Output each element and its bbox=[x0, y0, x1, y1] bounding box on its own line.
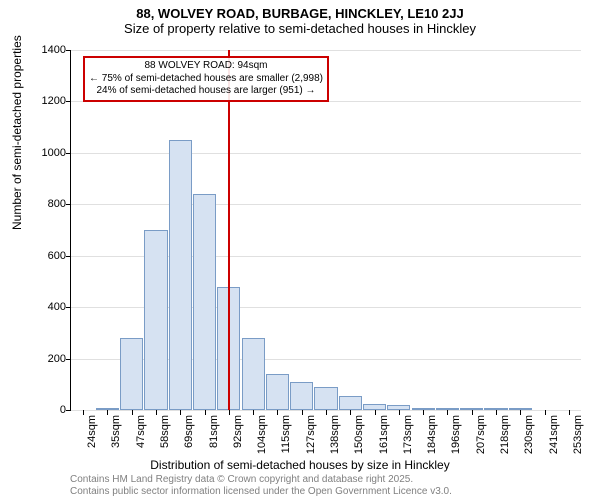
xtick-mark bbox=[399, 410, 400, 415]
chart-subtitle: Size of property relative to semi-detach… bbox=[0, 21, 600, 36]
ytick-label: 1400 bbox=[26, 44, 66, 56]
plot-rect: 020040060080010001200140024sqm35sqm47sqm… bbox=[70, 50, 581, 411]
chart-title: 88, WOLVEY ROAD, BURBAGE, HINCKLEY, LE10… bbox=[0, 0, 600, 21]
histogram-bar bbox=[266, 374, 289, 410]
histogram-bar bbox=[242, 338, 265, 410]
xtick-mark bbox=[253, 410, 254, 415]
xtick-mark bbox=[205, 410, 206, 415]
xtick-mark bbox=[520, 410, 521, 415]
footnote-line-2: Contains public sector information licen… bbox=[70, 486, 452, 498]
ytick-label: 1200 bbox=[26, 95, 66, 107]
annotation-line-2: ← 75% of semi-detached houses are smalle… bbox=[89, 73, 323, 86]
xtick-mark bbox=[302, 410, 303, 415]
xtick-mark bbox=[132, 410, 133, 415]
ytick-mark bbox=[66, 50, 71, 51]
ytick-mark bbox=[66, 153, 71, 154]
ytick-label: 600 bbox=[26, 250, 66, 262]
y-axis-label: Number of semi-detached properties bbox=[10, 35, 24, 230]
plot-area: 020040060080010001200140024sqm35sqm47sqm… bbox=[70, 50, 580, 410]
ytick-mark bbox=[66, 256, 71, 257]
gridline bbox=[71, 153, 581, 154]
xtick-mark bbox=[472, 410, 473, 415]
histogram-bar bbox=[339, 396, 362, 410]
ytick-label: 800 bbox=[26, 198, 66, 210]
footnote: Contains HM Land Registry data © Crown c… bbox=[70, 474, 452, 498]
xtick-mark bbox=[545, 410, 546, 415]
histogram-bar bbox=[290, 382, 313, 410]
ytick-mark bbox=[66, 307, 71, 308]
xtick-mark bbox=[423, 410, 424, 415]
gridline bbox=[71, 204, 581, 205]
ytick-mark bbox=[66, 359, 71, 360]
ytick-label: 0 bbox=[26, 404, 66, 416]
xtick-mark bbox=[326, 410, 327, 415]
xtick-mark bbox=[350, 410, 351, 415]
histogram-bar bbox=[314, 387, 337, 410]
xtick-mark bbox=[83, 410, 84, 415]
gridline bbox=[71, 50, 581, 51]
ytick-label: 1000 bbox=[26, 147, 66, 159]
marker-line bbox=[228, 50, 230, 410]
histogram-bar bbox=[120, 338, 143, 410]
ytick-mark bbox=[66, 410, 71, 411]
ytick-mark bbox=[66, 101, 71, 102]
x-axis-label: Distribution of semi-detached houses by … bbox=[0, 458, 600, 472]
ytick-label: 200 bbox=[26, 353, 66, 365]
annotation-line-3: 24% of semi-detached houses are larger (… bbox=[89, 85, 323, 98]
xtick-mark bbox=[569, 410, 570, 415]
ytick-label: 400 bbox=[26, 301, 66, 313]
histogram-bar bbox=[193, 194, 216, 410]
xtick-mark bbox=[496, 410, 497, 415]
xtick-mark bbox=[180, 410, 181, 415]
annotation-line-1: 88 WOLVEY ROAD: 94sqm bbox=[89, 60, 323, 73]
ytick-mark bbox=[66, 204, 71, 205]
annotation-box: 88 WOLVEY ROAD: 94sqm← 75% of semi-detac… bbox=[83, 56, 329, 102]
xtick-mark bbox=[156, 410, 157, 415]
xtick-mark bbox=[375, 410, 376, 415]
footnote-line-1: Contains HM Land Registry data © Crown c… bbox=[70, 474, 452, 486]
chart-container: 88, WOLVEY ROAD, BURBAGE, HINCKLEY, LE10… bbox=[0, 0, 600, 500]
xtick-mark bbox=[107, 410, 108, 415]
xtick-mark bbox=[229, 410, 230, 415]
xtick-mark bbox=[277, 410, 278, 415]
histogram-bar bbox=[144, 230, 167, 410]
xtick-mark bbox=[447, 410, 448, 415]
gridline bbox=[71, 101, 581, 102]
histogram-bar bbox=[169, 140, 192, 410]
